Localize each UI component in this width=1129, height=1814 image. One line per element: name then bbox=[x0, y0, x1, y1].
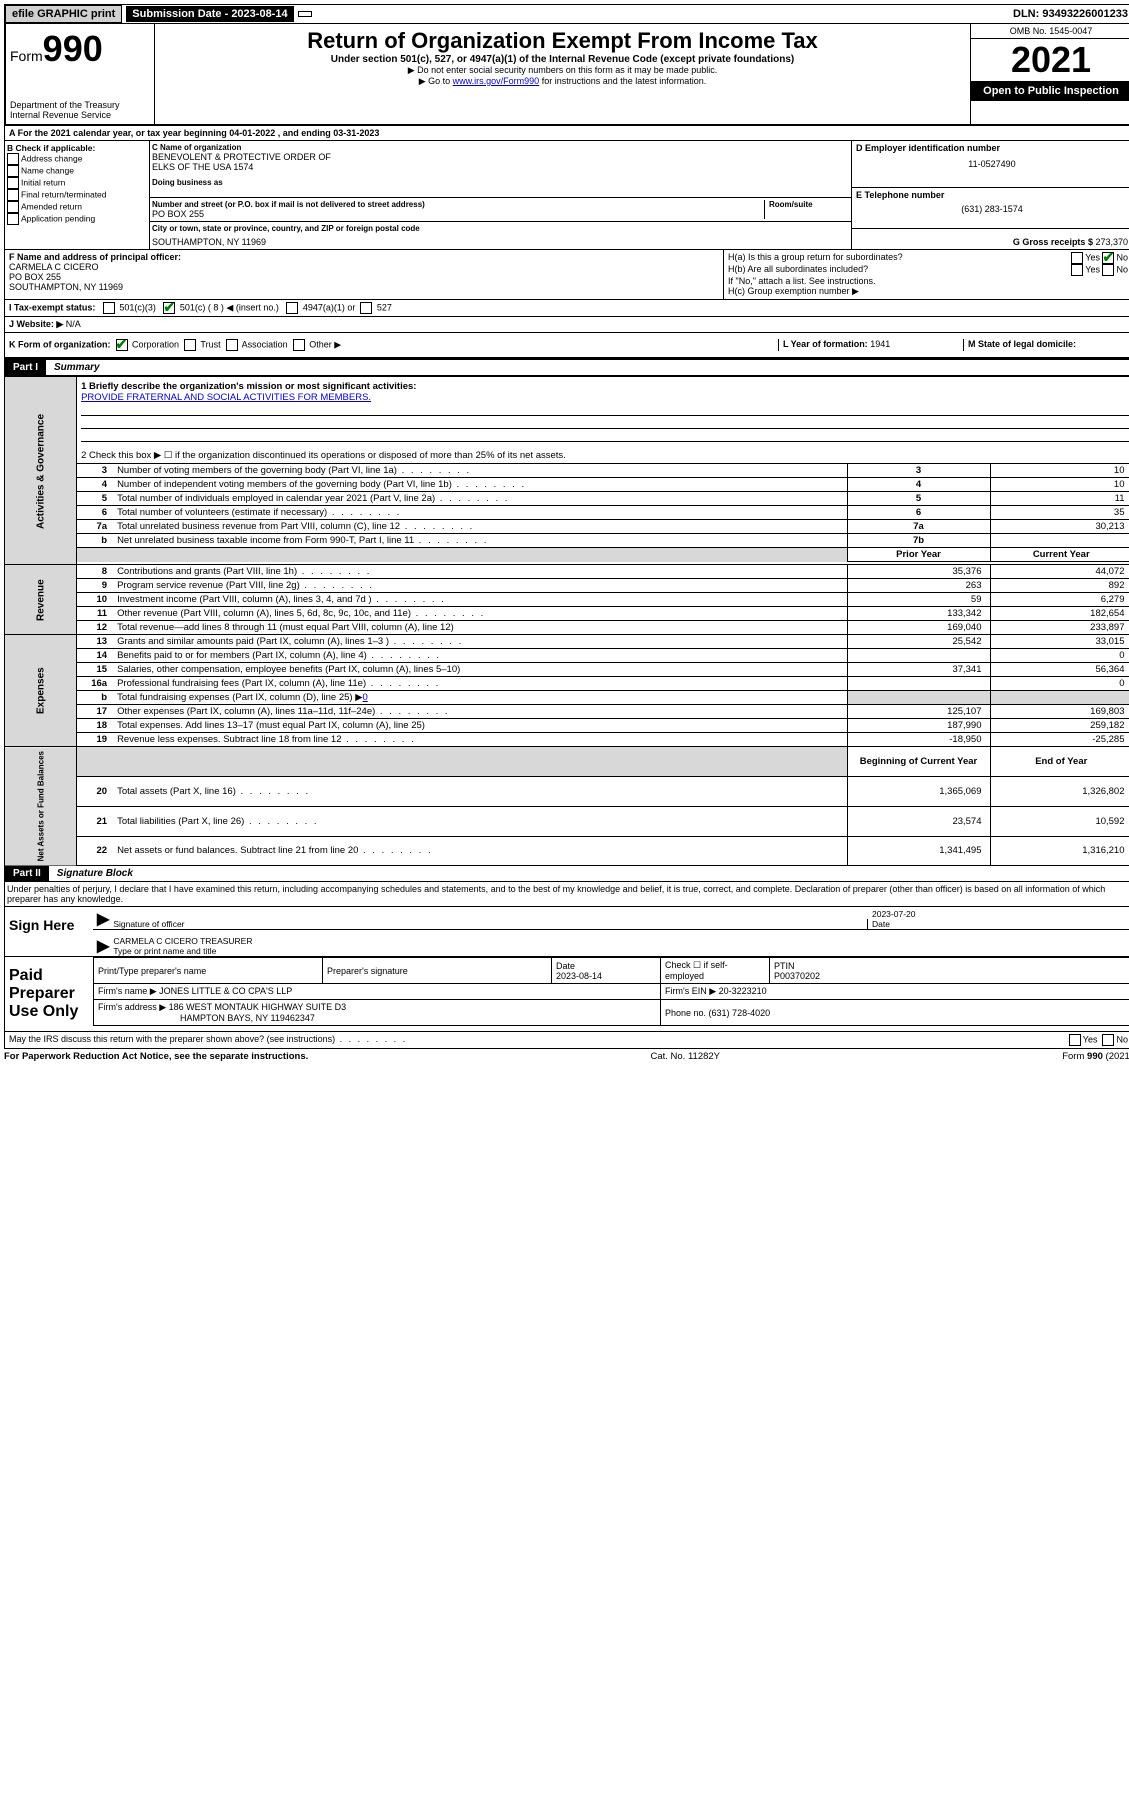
sign-here-label: Sign Here bbox=[5, 907, 93, 956]
officer-name: CARMELA C CICERO bbox=[9, 262, 719, 272]
footer-right: Form 990 (2021) bbox=[1062, 1051, 1129, 1062]
arrow-icon: ▶ bbox=[93, 909, 113, 929]
top-bar: efile GRAPHIC print Submission Date - 20… bbox=[4, 4, 1129, 24]
prep-date: Date2023-08-14 bbox=[552, 958, 661, 984]
ha-label: H(a) Is this a group return for subordin… bbox=[728, 252, 903, 264]
city-value: SOUTHAMPTON, NY 11969 bbox=[150, 235, 851, 249]
cb-address-change[interactable]: Address change bbox=[7, 153, 147, 165]
irs-label: Internal Revenue Service bbox=[10, 110, 150, 120]
org-name-1: BENEVOLENT & PROTECTIVE ORDER OF bbox=[152, 152, 849, 162]
cb-trust[interactable] bbox=[184, 339, 196, 351]
prep-sig-hdr: Preparer's signature bbox=[323, 958, 552, 984]
hb-yes[interactable] bbox=[1071, 264, 1083, 276]
form-subtitle-2: ▶ Do not enter social security numbers o… bbox=[159, 65, 966, 76]
firm-phone: Phone no. (631) 728-4020 bbox=[661, 1000, 1129, 1026]
cb-assoc[interactable] bbox=[226, 339, 238, 351]
tab-expenses: Expenses bbox=[5, 635, 77, 747]
hb-no[interactable] bbox=[1102, 264, 1114, 276]
arrow-icon: ▶ bbox=[93, 936, 113, 956]
tax-year-line: A For the 2021 calendar year, or tax yea… bbox=[4, 126, 1129, 141]
addr-value: PO BOX 255 bbox=[152, 209, 764, 219]
firm-name: Firm's name ▶ JONES LITTLE & CO CPA'S LL… bbox=[94, 984, 661, 1000]
cb-527[interactable] bbox=[360, 302, 372, 314]
open-public-badge: Open to Public Inspection bbox=[971, 81, 1129, 101]
ha-no[interactable] bbox=[1102, 252, 1114, 264]
hc-label: H(c) Group exemption number ▶ bbox=[728, 286, 1128, 297]
form-header: Form990 Department of the Treasury Inter… bbox=[4, 24, 1129, 126]
phone-value: (631) 283-1574 bbox=[856, 200, 1128, 214]
gross-receipts-label: G Gross receipts $ bbox=[1013, 237, 1096, 247]
firm-addr: Firm's address ▶ 186 WEST MONTAUK HIGHWA… bbox=[94, 1000, 661, 1026]
city-label: City or town, state or province, country… bbox=[150, 222, 851, 235]
checkbox-column-b: B Check if applicable: Address change Na… bbox=[5, 141, 150, 249]
paid-preparer-label: Paid Preparer Use Only bbox=[5, 957, 93, 1031]
ha-yes[interactable] bbox=[1071, 252, 1083, 264]
addr-label: Number and street (or P.O. box if mail i… bbox=[152, 200, 764, 209]
cb-final-return[interactable]: Final return/terminated bbox=[7, 189, 147, 201]
submission-date-box bbox=[298, 11, 312, 17]
form-subtitle-3: ▶ Go to www.irs.gov/Form990 for instruct… bbox=[159, 76, 966, 87]
form-word: Form bbox=[10, 48, 43, 64]
hb-note: If "No," attach a list. See instructions… bbox=[728, 276, 1128, 286]
q1-text: PROVIDE FRATERNAL AND SOCIAL ACTIVITIES … bbox=[81, 392, 1128, 403]
perjury-text: Under penalties of perjury, I declare th… bbox=[4, 882, 1129, 906]
instructions-link[interactable]: www.irs.gov/Form990 bbox=[453, 76, 540, 86]
prep-self-emp[interactable]: Check ☐ if self-employed bbox=[661, 958, 770, 984]
cb-501c3[interactable] bbox=[103, 302, 115, 314]
entity-info-block: B Check if applicable: Address change Na… bbox=[4, 141, 1129, 250]
tax-year: 2021 bbox=[971, 39, 1129, 81]
summary-table: Activities & Governance 1 Briefly descri… bbox=[4, 376, 1129, 866]
website-row: J Website: ▶ N/A bbox=[4, 317, 1129, 333]
officer-label: F Name and address of principal officer: bbox=[9, 252, 719, 262]
ein-value: 11-0527490 bbox=[856, 153, 1128, 169]
tab-governance: Activities & Governance bbox=[5, 377, 77, 565]
cb-initial-return[interactable]: Initial return bbox=[7, 177, 147, 189]
tab-net-assets: Net Assets or Fund Balances bbox=[5, 747, 77, 866]
officer-block: F Name and address of principal officer:… bbox=[4, 250, 1129, 300]
cb-name-change[interactable]: Name change bbox=[7, 165, 147, 177]
cb-other[interactable] bbox=[293, 339, 305, 351]
discuss-yes[interactable] bbox=[1069, 1034, 1081, 1046]
q2-text: 2 Check this box ▶ ☐ if the organization… bbox=[77, 446, 1129, 464]
firm-ein: Firm's EIN ▶ 20-3223210 bbox=[661, 984, 1129, 1000]
tax-exempt-row: I Tax-exempt status: 501(c)(3) 501(c) ( … bbox=[4, 300, 1129, 317]
submission-date-label: Submission Date - 2023-08-14 bbox=[126, 6, 293, 22]
hb-label: H(b) Are all subordinates included? bbox=[728, 264, 868, 276]
form-subtitle-1: Under section 501(c), 527, or 4947(a)(1)… bbox=[159, 54, 966, 65]
dept-label: Department of the Treasury bbox=[10, 100, 150, 110]
footer-left: For Paperwork Reduction Act Notice, see … bbox=[4, 1051, 308, 1062]
form-title: Return of Organization Exempt From Incom… bbox=[159, 28, 966, 54]
cb-4947[interactable] bbox=[286, 302, 298, 314]
room-label: Room/suite bbox=[769, 200, 849, 209]
q1-label: 1 Briefly describe the organization's mi… bbox=[81, 381, 1128, 392]
form-number: 990 bbox=[43, 28, 103, 69]
part2-header: Part IISignature Block bbox=[4, 866, 1129, 882]
cb-501c[interactable] bbox=[163, 302, 175, 314]
org-name-label: C Name of organization bbox=[152, 143, 849, 152]
officer-addr1: PO BOX 255 bbox=[9, 272, 719, 282]
prep-ptin: PTINP00370202 bbox=[770, 958, 1129, 984]
discuss-no[interactable] bbox=[1102, 1034, 1114, 1046]
footer: For Paperwork Reduction Act Notice, see … bbox=[4, 1049, 1129, 1062]
efile-button[interactable]: efile GRAPHIC print bbox=[5, 5, 122, 23]
dba-label: Doing business as bbox=[152, 178, 849, 187]
prep-name-hdr: Print/Type preparer's name bbox=[94, 958, 323, 984]
org-name-2: ELKS OF THE USA 1574 bbox=[152, 162, 849, 172]
cb-corp[interactable] bbox=[116, 339, 128, 351]
officer-addr2: SOUTHAMPTON, NY 11969 bbox=[9, 282, 719, 292]
dln-label: DLN: 93493226001233 bbox=[1013, 8, 1129, 20]
cb-amended-return[interactable]: Amended return bbox=[7, 201, 147, 213]
gross-receipts-value: 273,370 bbox=[1095, 237, 1128, 247]
cb-application-pending[interactable]: Application pending bbox=[7, 213, 147, 225]
klm-row: K Form of organization: Corporation Trus… bbox=[4, 333, 1129, 358]
footer-mid: Cat. No. 11282Y bbox=[650, 1051, 720, 1062]
ein-label: D Employer identification number bbox=[856, 143, 1128, 153]
discuss-row: May the IRS discuss this return with the… bbox=[4, 1032, 1129, 1049]
tab-revenue: Revenue bbox=[5, 565, 77, 635]
omb-number: OMB No. 1545-0047 bbox=[971, 24, 1129, 39]
phone-label: E Telephone number bbox=[856, 190, 1128, 200]
part1-header: Part ISummary bbox=[4, 358, 1129, 376]
signature-block: Sign Here ▶ Signature of officer 2023-07… bbox=[4, 906, 1129, 957]
paid-preparer-block: Paid Preparer Use Only Print/Type prepar… bbox=[4, 957, 1129, 1032]
